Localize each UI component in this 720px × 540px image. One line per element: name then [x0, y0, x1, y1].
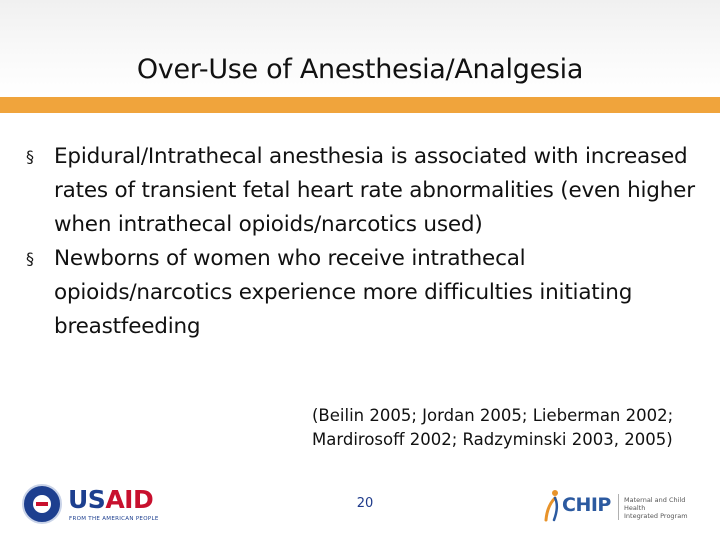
- usaid-wordmark: USAID: [68, 485, 154, 514]
- mchip-description: Maternal and Child Health Integrated Pro…: [624, 496, 704, 520]
- mchip-figure-icon: [544, 490, 559, 522]
- mchip-wordmark: CHIP: [562, 494, 611, 516]
- usaid-wordmark-aid: AID: [105, 485, 154, 514]
- bullet-marker-icon: §: [26, 249, 34, 268]
- slide-title: Over-Use of Anesthesia/Analgesia: [136, 54, 584, 85]
- bullet-text: Epidural/Intrathecal anesthesia is assoc…: [54, 144, 695, 237]
- bullet-list: § Epidural/Intrathecal anesthesia is ass…: [24, 140, 704, 344]
- citation-line: Mardirosoff 2002; Radzyminski 2003, 2005…: [312, 430, 673, 449]
- accent-bar: [0, 97, 720, 113]
- mchip-desc-line: Integrated Program: [624, 512, 688, 520]
- slide-number: 20: [356, 496, 374, 511]
- bullet-item: § Newborns of women who receive intrathe…: [24, 242, 704, 344]
- mchip-logo: CHIP Maternal and Child Health Integrate…: [540, 486, 700, 526]
- usaid-wordmark-us: US: [68, 485, 106, 514]
- bullet-text: Newborns of women who receive intratheca…: [54, 246, 633, 339]
- citation-line: (Beilin 2005; Jordan 2005; Lieberman 200…: [312, 406, 674, 425]
- bullet-marker-icon: §: [26, 147, 34, 166]
- mchip-desc-line: Maternal and Child Health: [624, 496, 686, 512]
- citation: (Beilin 2005; Jordan 2005; Lieberman 200…: [312, 404, 712, 452]
- mchip-divider: [618, 494, 619, 520]
- usaid-logo: USAID FROM THE AMERICAN PEOPLE: [22, 484, 167, 528]
- usaid-tagline: FROM THE AMERICAN PEOPLE: [69, 516, 159, 522]
- usaid-seal-icon: [22, 484, 62, 524]
- header-background: [0, 0, 720, 96]
- bullet-item: § Epidural/Intrathecal anesthesia is ass…: [24, 140, 704, 242]
